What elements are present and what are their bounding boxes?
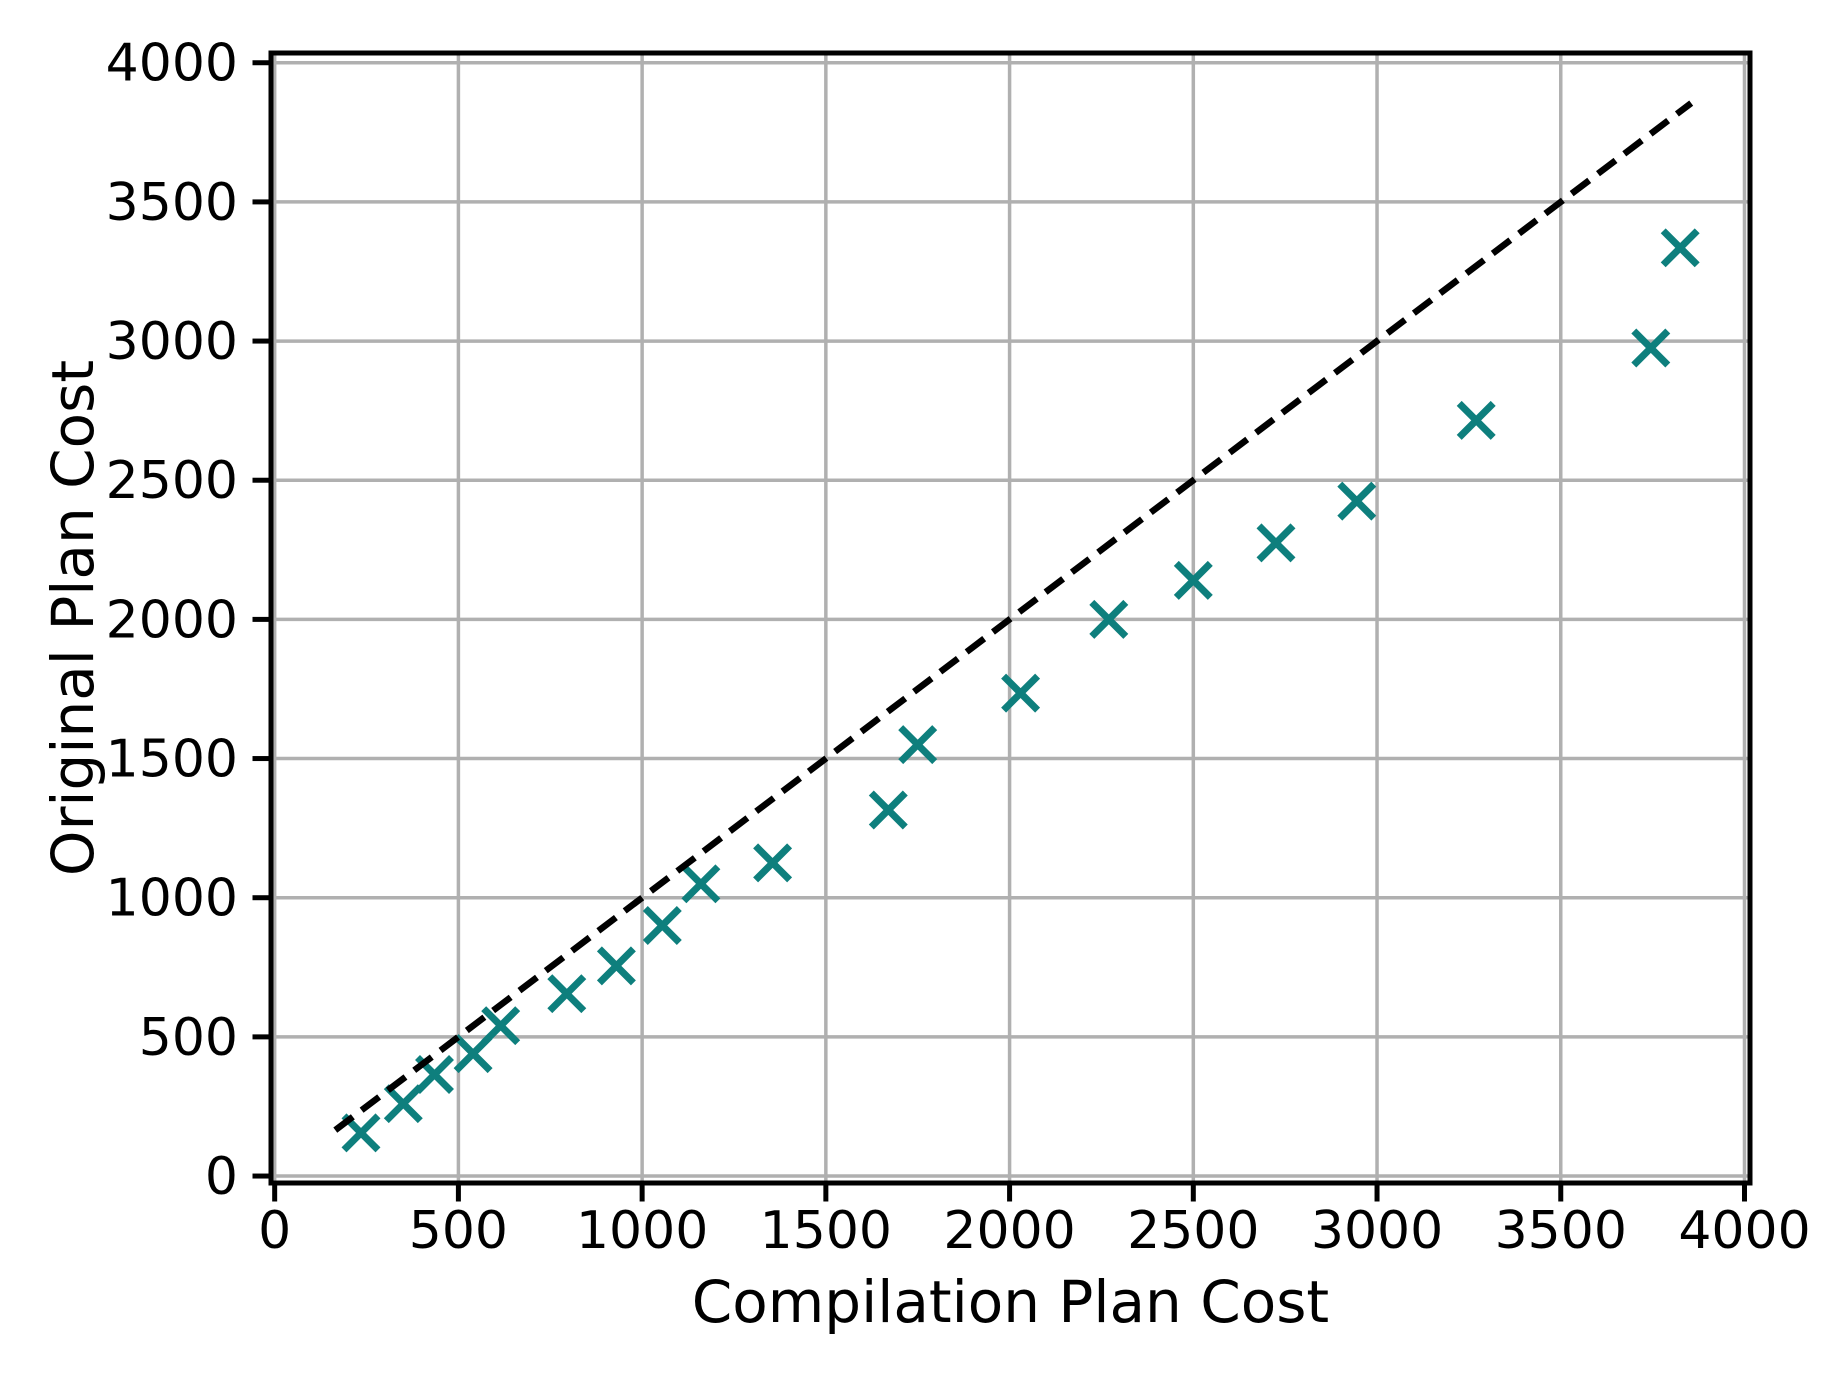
data-point-marker	[596, 946, 636, 986]
x-tick-label: 1500	[760, 1201, 892, 1261]
data-point-marker	[481, 1006, 521, 1046]
x-tick-label: 4000	[1678, 1201, 1810, 1261]
y-axis-label: Original Plan Cost	[39, 360, 107, 876]
data-point-marker	[1631, 328, 1671, 368]
data-point-marker	[1456, 400, 1496, 440]
data-point-marker	[1256, 523, 1296, 563]
y-tick-label: 2000	[106, 590, 238, 650]
x-tick-label: 2500	[1127, 1201, 1259, 1261]
y-tick-label: 3000	[106, 312, 238, 372]
y-tick-label: 3500	[106, 173, 238, 233]
data-point-marker	[1089, 599, 1129, 639]
y-tick-label: 0	[205, 1147, 238, 1207]
plot-border	[268, 50, 1753, 1186]
data-point-marker	[681, 864, 721, 904]
data-point-marker	[868, 790, 908, 830]
data-point-marker	[1660, 228, 1700, 268]
x-tick-label: 500	[409, 1201, 508, 1261]
data-point-marker	[642, 906, 682, 945]
y-tick-label: 1000	[106, 869, 238, 929]
identity-line-layer	[333, 100, 1694, 1133]
data-point-marker	[898, 725, 938, 765]
data-point-marker	[1337, 481, 1377, 521]
data-points	[341, 228, 1700, 1153]
x-tick-label: 2000	[943, 1201, 1075, 1261]
x-axis-label: Compilation Plan Cost	[692, 1268, 1329, 1336]
x-tick-label: 0	[258, 1201, 291, 1261]
y-tick-label: 1500	[106, 730, 238, 790]
axes-spines	[268, 50, 1753, 1186]
data-point-marker	[383, 1084, 423, 1124]
y-tick-label: 2500	[106, 451, 238, 511]
data-point-marker	[547, 974, 587, 1014]
axis-labels: Compilation Plan Cost Original Plan Cost	[39, 360, 1329, 1336]
y-tick-label: 4000	[106, 34, 238, 94]
data-point-marker	[1001, 673, 1041, 713]
x-tick-label: 3000	[1311, 1201, 1443, 1261]
tick-labels: 0 500 1000 1500 2000 2500 3000 3500 4000 0 500 1000…	[106, 34, 1811, 1261]
data-point-marker	[1173, 560, 1213, 600]
x-tick-label: 3500	[1495, 1201, 1627, 1261]
x-tick-label: 1000	[576, 1201, 708, 1261]
identity-line	[333, 100, 1694, 1133]
y-tick-label: 500	[139, 1008, 238, 1068]
data-point-marker	[753, 843, 793, 883]
axis-ticks	[252, 60, 1747, 1202]
